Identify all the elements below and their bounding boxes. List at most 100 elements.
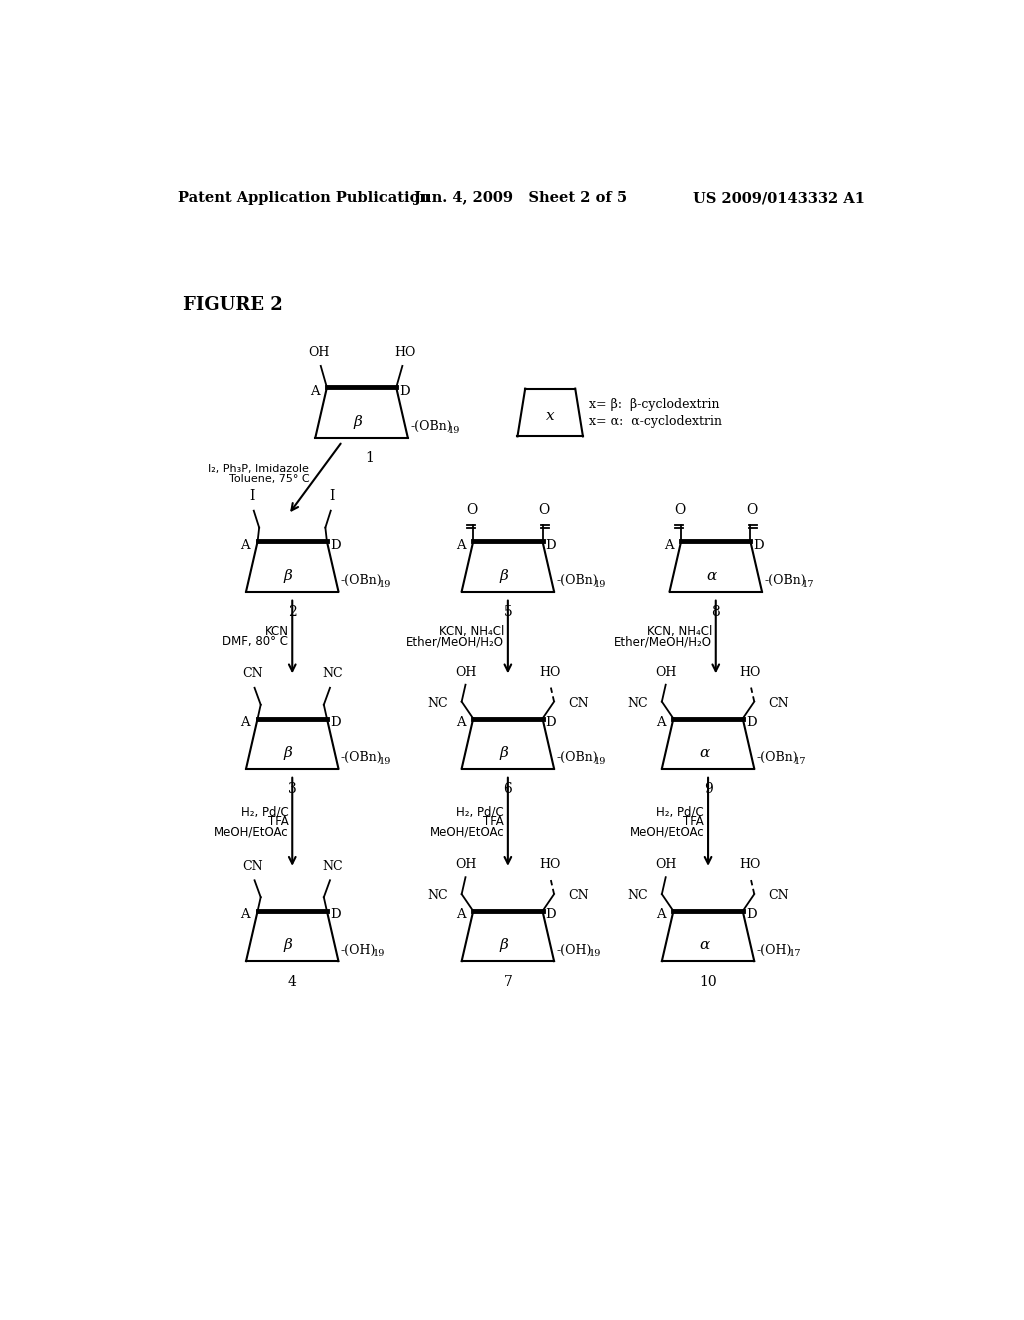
- Text: 19: 19: [379, 579, 391, 589]
- Text: β: β: [500, 746, 509, 760]
- Text: A: A: [656, 715, 666, 729]
- Text: MeOH/EtOAc: MeOH/EtOAc: [630, 825, 705, 838]
- Text: I: I: [330, 488, 335, 503]
- Text: Ether/MeOH/H₂O: Ether/MeOH/H₂O: [614, 635, 712, 648]
- Text: 19: 19: [589, 949, 601, 958]
- Text: Ether/MeOH/H₂O: Ether/MeOH/H₂O: [406, 635, 504, 648]
- Text: O: O: [466, 503, 477, 517]
- Text: I₂, Ph₃P, Imidazole: I₂, Ph₃P, Imidazole: [208, 463, 309, 474]
- Text: 4: 4: [288, 975, 297, 989]
- Text: A: A: [456, 908, 466, 921]
- Text: Jun. 4, 2009   Sheet 2 of 5: Jun. 4, 2009 Sheet 2 of 5: [414, 191, 627, 206]
- Text: A: A: [309, 385, 319, 397]
- Text: 1: 1: [365, 451, 374, 466]
- Text: CN: CN: [242, 859, 262, 873]
- Text: 19: 19: [594, 756, 606, 766]
- Text: β: β: [284, 746, 293, 760]
- Text: A: A: [241, 715, 250, 729]
- Text: HO: HO: [540, 665, 561, 678]
- Text: MeOH/EtOAc: MeOH/EtOAc: [214, 825, 289, 838]
- Text: 19: 19: [379, 756, 391, 766]
- Text: -(OBn): -(OBn): [556, 574, 598, 587]
- Text: D: D: [330, 908, 341, 921]
- Text: H₂, Pd/C: H₂, Pd/C: [457, 805, 504, 818]
- Text: HO: HO: [540, 858, 561, 871]
- Text: H₂, Pd/C: H₂, Pd/C: [241, 805, 289, 818]
- Text: A: A: [241, 908, 250, 921]
- Text: D: D: [745, 908, 757, 921]
- Text: -(OBn): -(OBn): [764, 574, 806, 587]
- Text: 10: 10: [699, 975, 717, 989]
- Text: D: D: [754, 539, 764, 552]
- Text: -(OH): -(OH): [556, 944, 592, 957]
- Text: A: A: [456, 539, 466, 552]
- Text: -(OBn): -(OBn): [341, 751, 382, 764]
- Text: HO: HO: [739, 665, 761, 678]
- Text: 6: 6: [504, 783, 512, 796]
- Text: Toluene, 75° C: Toluene, 75° C: [228, 474, 309, 484]
- Text: D: D: [745, 715, 757, 729]
- Text: A: A: [241, 539, 250, 552]
- Text: -(OBn): -(OBn): [556, 751, 598, 764]
- Text: TFA: TFA: [267, 816, 289, 828]
- Text: NC: NC: [427, 697, 447, 710]
- Text: KCN, NH₄Cl: KCN, NH₄Cl: [646, 626, 712, 639]
- Text: HO: HO: [395, 346, 416, 359]
- Text: D: D: [330, 715, 341, 729]
- Text: OH: OH: [455, 858, 476, 871]
- Text: D: D: [399, 385, 410, 397]
- Text: -(OBn): -(OBn): [410, 420, 452, 433]
- Text: 17: 17: [802, 579, 814, 589]
- Text: α: α: [699, 939, 710, 952]
- Text: 8: 8: [712, 606, 720, 619]
- Text: 5: 5: [504, 606, 512, 619]
- Text: O: O: [539, 503, 550, 517]
- Text: KCN, NH₄Cl: KCN, NH₄Cl: [438, 626, 504, 639]
- Text: HO: HO: [739, 858, 761, 871]
- Text: D: D: [546, 715, 556, 729]
- Text: 3: 3: [288, 783, 297, 796]
- Text: O: O: [674, 503, 685, 517]
- Text: NC: NC: [427, 890, 447, 902]
- Text: 19: 19: [447, 426, 460, 434]
- Text: KCN: KCN: [264, 626, 289, 639]
- Text: CN: CN: [768, 697, 788, 710]
- Text: DMF, 80° C: DMF, 80° C: [222, 635, 289, 648]
- Text: -(OBn): -(OBn): [757, 751, 798, 764]
- Text: β: β: [284, 939, 293, 952]
- Text: OH: OH: [308, 346, 330, 359]
- Text: OH: OH: [655, 858, 677, 871]
- Text: MeOH/EtOAc: MeOH/EtOAc: [429, 825, 504, 838]
- Text: D: D: [330, 539, 341, 552]
- Text: x= β:  β-cyclodextrin: x= β: β-cyclodextrin: [589, 399, 720, 412]
- Text: NC: NC: [628, 697, 648, 710]
- Text: CN: CN: [568, 890, 589, 902]
- Text: 17: 17: [788, 949, 802, 958]
- Text: β: β: [284, 569, 293, 582]
- Text: 2: 2: [288, 606, 297, 619]
- Text: x= α:  α-cyclodextrin: x= α: α-cyclodextrin: [589, 416, 722, 428]
- Text: A: A: [656, 908, 666, 921]
- Text: Patent Application Publication: Patent Application Publication: [178, 191, 430, 206]
- Text: β: β: [353, 414, 362, 429]
- Text: D: D: [546, 908, 556, 921]
- Text: TFA: TFA: [483, 816, 504, 828]
- Text: 19: 19: [594, 579, 606, 589]
- Text: NC: NC: [628, 890, 648, 902]
- Text: OH: OH: [455, 665, 476, 678]
- Text: -(OH): -(OH): [757, 944, 792, 957]
- Text: α: α: [699, 746, 710, 760]
- Text: -(OBn): -(OBn): [341, 574, 382, 587]
- Text: OH: OH: [655, 665, 677, 678]
- Text: CN: CN: [568, 697, 589, 710]
- Text: x: x: [546, 409, 555, 424]
- Text: NC: NC: [322, 859, 343, 873]
- Text: O: O: [746, 503, 758, 517]
- Text: 19: 19: [373, 949, 385, 958]
- Text: FIGURE 2: FIGURE 2: [183, 296, 283, 314]
- Text: A: A: [456, 715, 466, 729]
- Text: A: A: [664, 539, 674, 552]
- Text: 7: 7: [504, 975, 512, 989]
- Text: 17: 17: [795, 756, 807, 766]
- Text: US 2009/0143332 A1: US 2009/0143332 A1: [692, 191, 864, 206]
